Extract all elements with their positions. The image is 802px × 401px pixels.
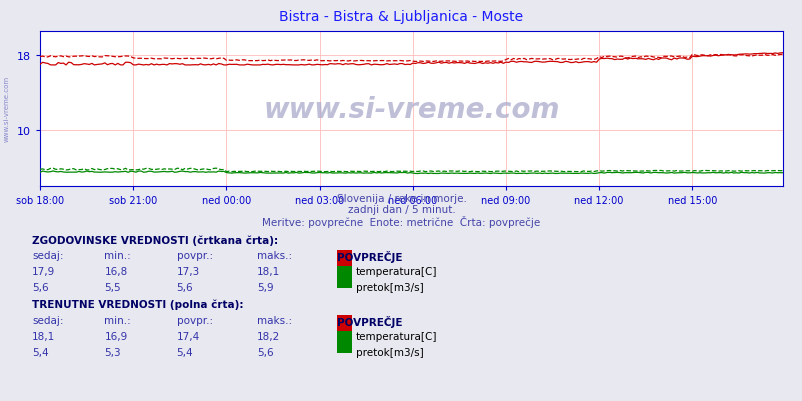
Text: 5,6: 5,6: [257, 347, 273, 357]
Text: 16,9: 16,9: [104, 331, 128, 341]
Text: temperatura[C]: temperatura[C]: [355, 267, 436, 277]
Text: sedaj:: sedaj:: [32, 315, 63, 325]
Text: povpr.:: povpr.:: [176, 251, 213, 261]
Text: pretok[m3/s]: pretok[m3/s]: [355, 347, 423, 357]
Text: 5,6: 5,6: [32, 283, 49, 293]
Text: 5,6: 5,6: [176, 283, 193, 293]
Text: min.:: min.:: [104, 251, 131, 261]
Text: temperatura[C]: temperatura[C]: [355, 331, 436, 341]
Text: 17,4: 17,4: [176, 331, 200, 341]
Text: Slovenija / reke in morje.: Slovenija / reke in morje.: [336, 193, 466, 203]
Text: min.:: min.:: [104, 315, 131, 325]
Text: maks.:: maks.:: [257, 315, 292, 325]
Text: www.si-vreme.com: www.si-vreme.com: [3, 75, 10, 141]
Text: 5,4: 5,4: [32, 347, 49, 357]
Text: Bistra - Bistra & Ljubljanica - Moste: Bistra - Bistra & Ljubljanica - Moste: [279, 10, 523, 24]
Text: zadnji dan / 5 minut.: zadnji dan / 5 minut.: [347, 205, 455, 215]
Text: 17,3: 17,3: [176, 267, 200, 277]
Text: 5,5: 5,5: [104, 283, 121, 293]
Text: 16,8: 16,8: [104, 267, 128, 277]
Text: sedaj:: sedaj:: [32, 251, 63, 261]
Text: 18,1: 18,1: [257, 267, 280, 277]
Text: povpr.:: povpr.:: [176, 315, 213, 325]
Text: ZGODOVINSKE VREDNOSTI (črtkana črta):: ZGODOVINSKE VREDNOSTI (črtkana črta):: [32, 235, 278, 245]
Text: 5,9: 5,9: [257, 283, 273, 293]
Text: 18,2: 18,2: [257, 331, 280, 341]
Text: TRENUTNE VREDNOSTI (polna črta):: TRENUTNE VREDNOSTI (polna črta):: [32, 299, 243, 309]
Text: 5,3: 5,3: [104, 347, 121, 357]
Text: 17,9: 17,9: [32, 267, 55, 277]
Text: 18,1: 18,1: [32, 331, 55, 341]
Text: POVPREČJE: POVPREČJE: [337, 315, 403, 327]
Text: POVPREČJE: POVPREČJE: [337, 251, 403, 263]
Text: Meritve: povprečne  Enote: metrične  Črta: povprečje: Meritve: povprečne Enote: metrične Črta:…: [262, 216, 540, 228]
Text: 5,4: 5,4: [176, 347, 193, 357]
Text: www.si-vreme.com: www.si-vreme.com: [263, 95, 559, 123]
Text: pretok[m3/s]: pretok[m3/s]: [355, 283, 423, 293]
Text: maks.:: maks.:: [257, 251, 292, 261]
